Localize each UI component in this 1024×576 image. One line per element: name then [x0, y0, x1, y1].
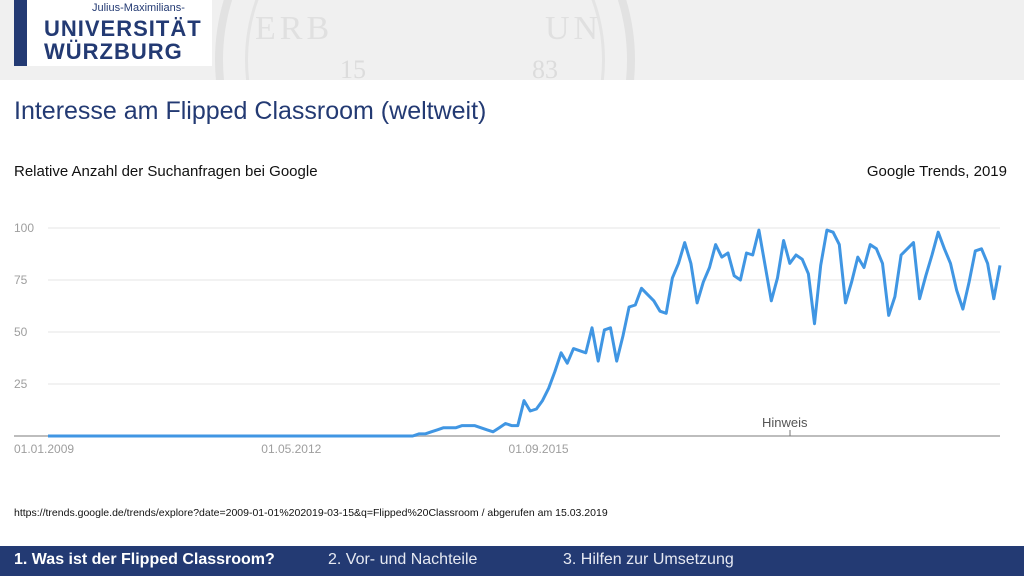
source-url[interactable]: https://trends.google.de/trends/explore?…: [14, 507, 608, 519]
series-line: [48, 228, 1002, 438]
seal-letters-left: ERB: [255, 10, 334, 47]
y-tick-label: 25: [14, 377, 28, 391]
chart-subtitle: Relative Anzahl der Suchanfragen bei Goo…: [14, 163, 318, 180]
logo-line-2: WÜRZBURG: [44, 39, 183, 64]
y-tick-label: 100: [14, 221, 34, 235]
trend-chart: 25 50 75 100 01.01.2009 01.05.2012 01.09.2015 H…: [14, 221, 1002, 456]
university-logo[interactable]: [14, 0, 212, 66]
x-tick-label: 01.09.2015: [509, 442, 569, 456]
y-tick-label: 75: [14, 273, 28, 287]
university-seal-watermark: [215, 0, 635, 80]
chart-source: Google Trends, 2019: [866, 163, 1007, 180]
seal-number-left: 15: [340, 55, 366, 80]
logo-subtitle: Julius-Maximilians-: [92, 2, 185, 14]
seal-number-right: 83: [532, 55, 558, 80]
footer-nav: 1. Was ist der Flipped Classroom? 2. Vor…: [0, 546, 1024, 576]
footer-tab-2[interactable]: 2. Vor- und Nachteile: [328, 551, 478, 568]
logo-accent-bar: [14, 0, 27, 66]
seal-letters-right: UN: [545, 10, 603, 47]
logo-line-1: UNIVERSITÄT: [44, 16, 202, 41]
footer-tab-3[interactable]: 3. Hilfen zur Umsetzung: [563, 551, 734, 568]
chart-annotation: Hinweis: [762, 415, 808, 430]
x-tick-label: 01.01.2009: [14, 442, 74, 456]
footer-tab-1[interactable]: 1. Was ist der Flipped Classroom?: [14, 551, 275, 568]
slide-title: Interesse am Flipped Classroom (weltweit…: [14, 97, 487, 125]
seal-inner-ring: [245, 0, 605, 80]
x-tick-label: 01.05.2012: [261, 442, 321, 456]
y-tick-label: 50: [14, 325, 28, 339]
